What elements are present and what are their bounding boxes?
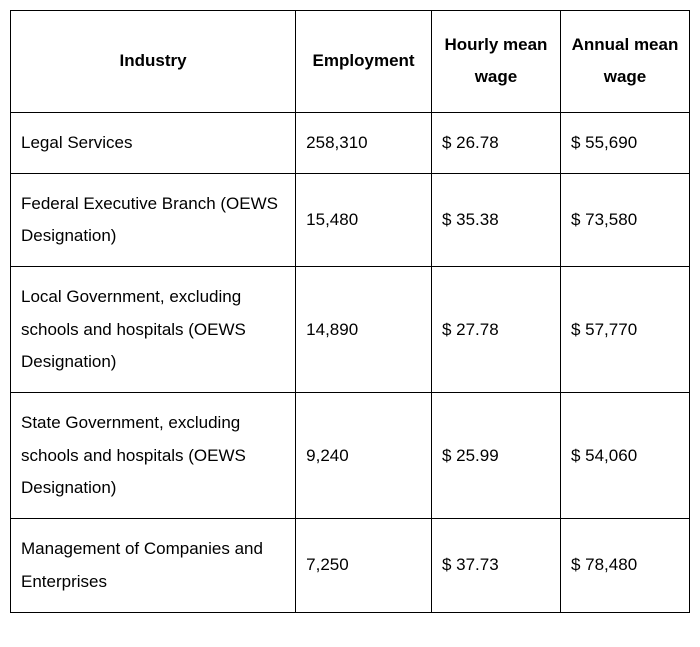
table-row: Federal Executive Branch (OEWS Designati… (11, 173, 690, 267)
cell-industry: Legal Services (11, 112, 296, 173)
table-row: State Government, excluding schools and … (11, 393, 690, 519)
cell-employment: 15,480 (296, 173, 432, 267)
cell-employment: 7,250 (296, 519, 432, 613)
cell-hourly: $ 25.99 (431, 393, 560, 519)
cell-annual: $ 57,770 (560, 267, 689, 393)
table-header: Industry Employment Hourly mean wage Ann… (11, 11, 690, 113)
cell-hourly: $ 26.78 (431, 112, 560, 173)
table-row: Legal Services 258,310 $ 26.78 $ 55,690 (11, 112, 690, 173)
col-header-employment: Employment (296, 11, 432, 113)
wage-table: Industry Employment Hourly mean wage Ann… (10, 10, 690, 613)
table-row: Local Government, excluding schools and … (11, 267, 690, 393)
cell-annual: $ 54,060 (560, 393, 689, 519)
cell-industry: Federal Executive Branch (OEWS Designati… (11, 173, 296, 267)
col-header-industry: Industry (11, 11, 296, 113)
cell-industry: State Government, excluding schools and … (11, 393, 296, 519)
cell-employment: 14,890 (296, 267, 432, 393)
cell-industry: Management of Companies and Enterprises (11, 519, 296, 613)
cell-employment: 9,240 (296, 393, 432, 519)
table-body: Legal Services 258,310 $ 26.78 $ 55,690 … (11, 112, 690, 612)
cell-hourly: $ 35.38 (431, 173, 560, 267)
table-row: Management of Companies and Enterprises … (11, 519, 690, 613)
table-header-row: Industry Employment Hourly mean wage Ann… (11, 11, 690, 113)
cell-annual: $ 78,480 (560, 519, 689, 613)
cell-hourly: $ 27.78 (431, 267, 560, 393)
cell-industry: Local Government, excluding schools and … (11, 267, 296, 393)
cell-hourly: $ 37.73 (431, 519, 560, 613)
cell-employment: 258,310 (296, 112, 432, 173)
col-header-annual: Annual mean wage (560, 11, 689, 113)
cell-annual: $ 73,580 (560, 173, 689, 267)
cell-annual: $ 55,690 (560, 112, 689, 173)
col-header-hourly: Hourly mean wage (431, 11, 560, 113)
wage-table-wrapper: Industry Employment Hourly mean wage Ann… (10, 10, 690, 613)
